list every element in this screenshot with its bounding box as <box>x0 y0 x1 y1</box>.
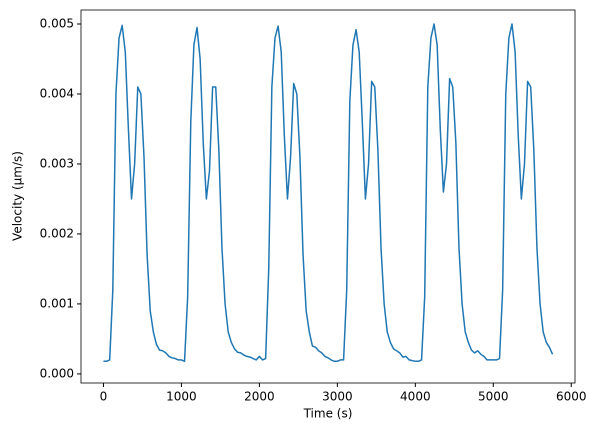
x-tick-label: 6000 <box>556 390 587 404</box>
x-tick-label: 5000 <box>478 390 509 404</box>
y-tick-label: 0.002 <box>40 226 74 240</box>
plot-frame <box>80 9 576 384</box>
y-tick-label: 0.000 <box>40 366 74 380</box>
y-tick-label: 0.003 <box>40 156 74 170</box>
data-line <box>103 23 554 363</box>
x-tick-label: 2000 <box>244 390 275 404</box>
x-tick-label: 1000 <box>166 390 197 404</box>
y-tick-label: 0.004 <box>40 86 74 100</box>
y-tick-label: 0.001 <box>40 296 74 310</box>
x-axis-label: Time (s) <box>303 407 353 421</box>
x-tick-label: 0 <box>100 390 108 404</box>
y-axis-label: Velocity (µm/s) <box>11 151 25 241</box>
x-tick-label: 4000 <box>400 390 431 404</box>
x-tick-label: 3000 <box>322 390 353 404</box>
y-tick-label: 0.005 <box>40 16 74 30</box>
